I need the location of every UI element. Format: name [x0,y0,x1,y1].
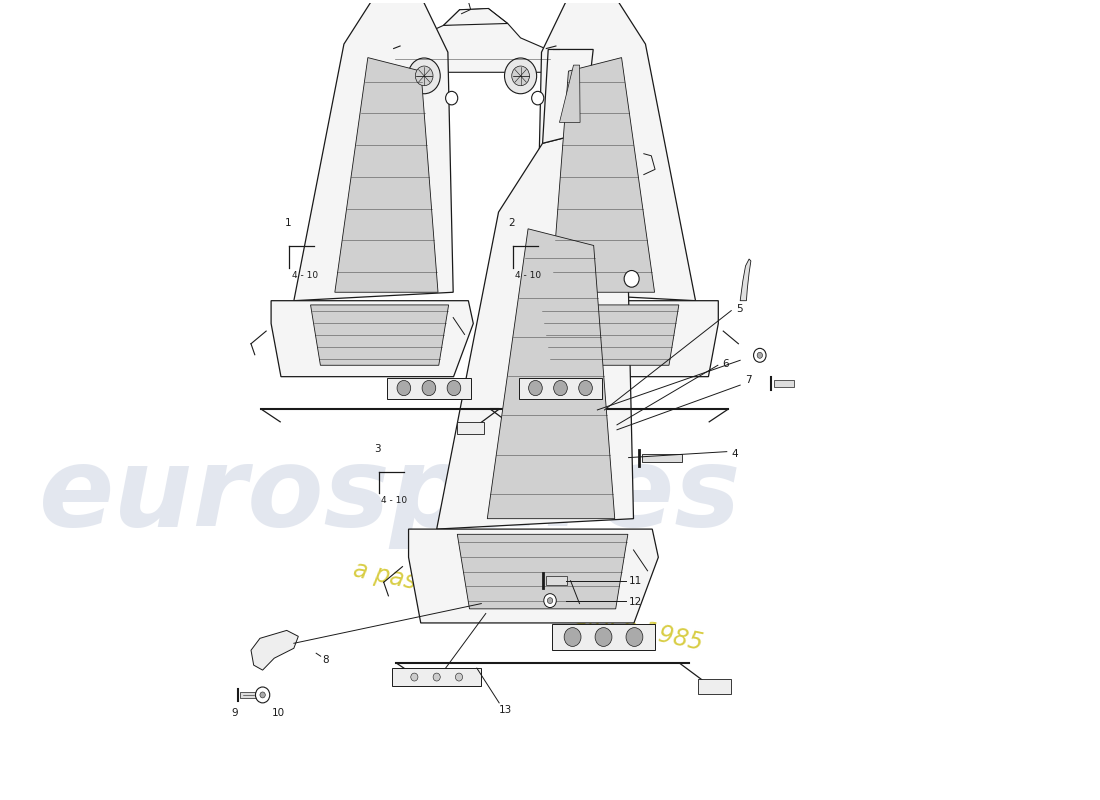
Text: 2: 2 [508,218,515,228]
Circle shape [260,692,265,698]
Circle shape [754,348,766,362]
Text: 7: 7 [745,375,751,385]
Circle shape [531,91,543,105]
Text: 5: 5 [736,304,743,314]
Polygon shape [516,301,718,377]
Text: 4 - 10: 4 - 10 [515,271,541,280]
Bar [552,624,656,650]
Polygon shape [542,50,593,143]
Text: 4: 4 [732,449,738,458]
Polygon shape [458,534,628,609]
Text: 8: 8 [322,655,329,665]
Text: a passion for parts since 1985: a passion for parts since 1985 [351,558,705,655]
Circle shape [553,381,568,396]
Circle shape [543,594,557,607]
Bar [774,380,794,387]
Polygon shape [740,259,751,301]
Circle shape [416,66,433,86]
Circle shape [626,628,642,646]
Polygon shape [251,630,298,670]
Bar [519,378,602,398]
Circle shape [579,381,592,396]
Text: 9: 9 [231,708,238,718]
Circle shape [447,381,461,396]
Polygon shape [551,58,654,292]
Circle shape [410,673,418,681]
Polygon shape [294,0,453,301]
Bar [387,378,471,398]
Bar [642,454,682,462]
Text: eurospares: eurospares [39,442,741,549]
Polygon shape [334,58,438,292]
Circle shape [255,687,270,703]
Text: 1: 1 [285,218,292,228]
Circle shape [422,381,436,396]
Polygon shape [271,301,473,377]
Text: 11: 11 [628,576,641,586]
Polygon shape [443,9,508,26]
Circle shape [446,91,458,105]
Bar [240,692,256,698]
Text: 6: 6 [723,359,729,370]
Polygon shape [536,0,695,301]
Polygon shape [437,133,634,529]
Polygon shape [392,21,552,72]
Circle shape [757,352,762,358]
Circle shape [408,58,440,94]
Bar [698,678,732,694]
Polygon shape [310,305,449,366]
Polygon shape [541,305,679,366]
Text: 4 - 10: 4 - 10 [293,271,318,280]
Text: 12: 12 [628,597,641,606]
Circle shape [548,598,552,603]
Circle shape [455,673,463,681]
Circle shape [433,673,440,681]
Text: 4 - 10: 4 - 10 [382,496,407,506]
Circle shape [505,58,537,94]
Circle shape [529,381,542,396]
Text: 13: 13 [499,705,513,715]
Circle shape [564,628,581,646]
Polygon shape [560,65,580,122]
Circle shape [624,270,639,287]
Bar [506,422,532,434]
Circle shape [512,66,529,86]
Text: 3: 3 [374,444,381,454]
Text: 10: 10 [272,708,285,718]
Circle shape [397,381,410,396]
Bar [392,668,482,686]
Bar [458,422,484,434]
Polygon shape [487,229,615,518]
Circle shape [595,628,612,646]
Bar [546,576,566,585]
Polygon shape [408,529,658,623]
